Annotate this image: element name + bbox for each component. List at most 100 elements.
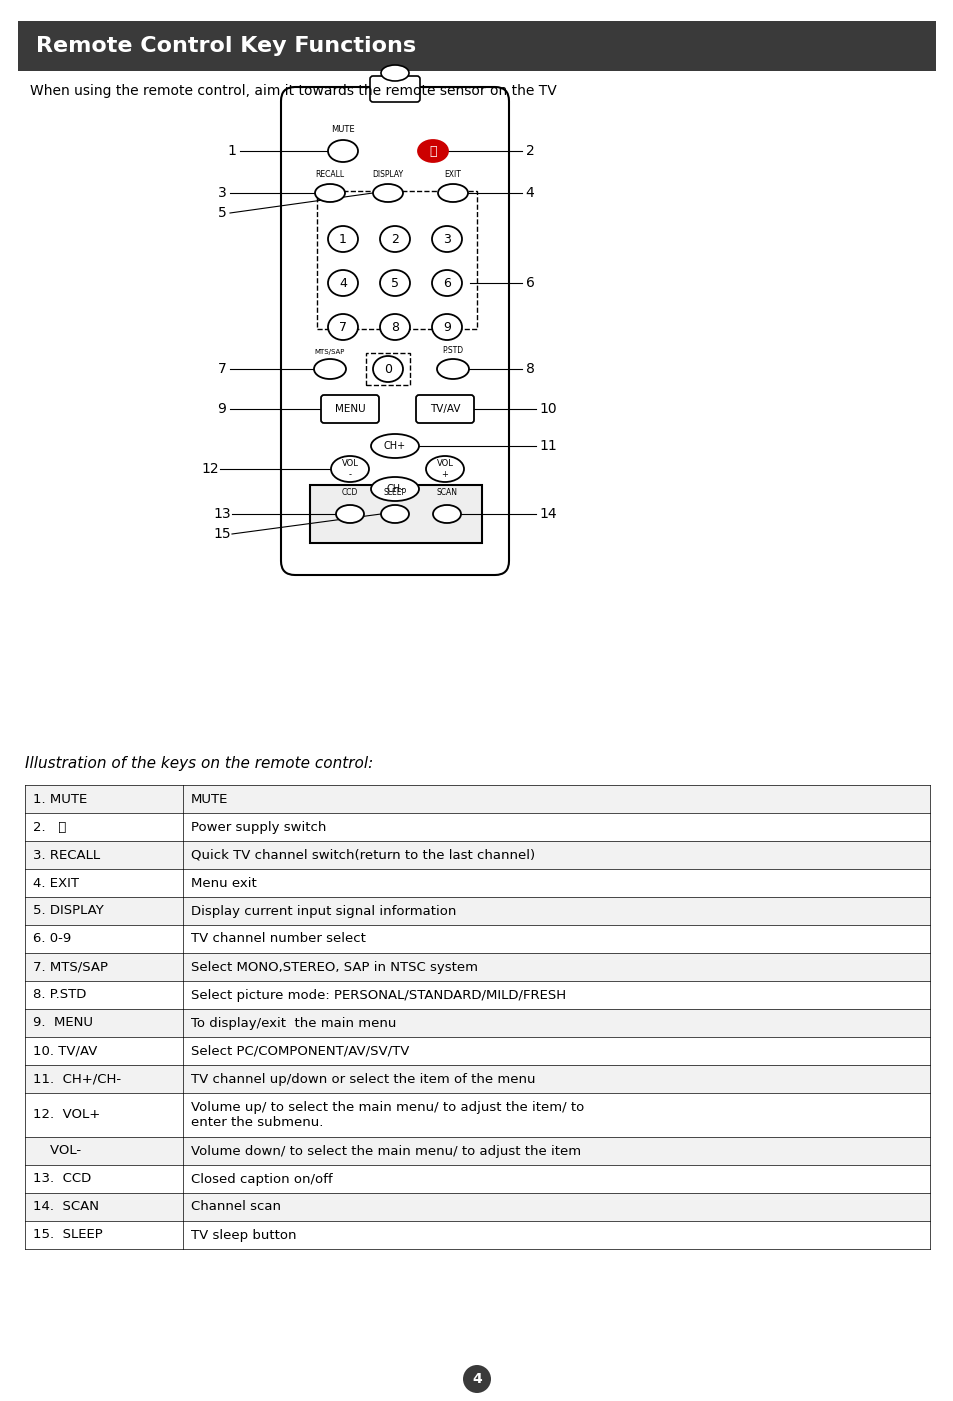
Text: To display/exit  the main menu: To display/exit the main menu (191, 1017, 395, 1030)
Text: 14.  SCAN: 14. SCAN (33, 1201, 99, 1213)
Text: DISPLAY: DISPLAY (372, 170, 403, 179)
Text: 12.  VOL+: 12. VOL+ (33, 1108, 100, 1121)
Text: 2: 2 (525, 144, 534, 158)
Text: SCAN: SCAN (436, 488, 457, 497)
Text: Volume down/ to select the main menu/ to adjust the item: Volume down/ to select the main menu/ to… (191, 1145, 580, 1157)
Text: 3. RECALL: 3. RECALL (33, 849, 100, 862)
Text: 1: 1 (338, 233, 347, 245)
Text: When using the remote control, aim it towards the remote sensor on the TV: When using the remote control, aim it to… (30, 84, 557, 98)
Bar (25, 1138, 929, 1166)
Text: TV channel up/down or select the item of the menu: TV channel up/down or select the item of… (191, 1073, 535, 1086)
Ellipse shape (426, 455, 463, 482)
Bar (25, 785, 929, 813)
Text: 8. P.STD: 8. P.STD (33, 989, 87, 1002)
Text: Select picture mode: PERSONAL/STANDARD/MILD/FRESH: Select picture mode: PERSONAL/STANDARD/M… (191, 989, 565, 1002)
Bar (25, 981, 929, 1009)
FancyBboxPatch shape (310, 485, 481, 544)
Text: 2.   ⏻: 2. ⏻ (33, 821, 67, 834)
Text: Menu exit: Menu exit (191, 877, 256, 890)
Text: 4: 4 (525, 186, 534, 200)
Text: 5. DISPLAY: 5. DISPLAY (33, 905, 104, 918)
Bar (25, 813, 929, 841)
Text: Channel scan: Channel scan (191, 1201, 281, 1213)
Ellipse shape (379, 314, 410, 340)
Text: CH+: CH+ (383, 441, 406, 451)
Text: 7: 7 (217, 361, 226, 375)
Text: Remote Control Key Functions: Remote Control Key Functions (36, 36, 416, 56)
Text: 10. TV/AV: 10. TV/AV (33, 1045, 97, 1058)
Bar (25, 953, 929, 981)
Bar (25, 897, 929, 925)
Ellipse shape (380, 504, 409, 523)
Text: 4: 4 (472, 1372, 481, 1386)
Text: 6: 6 (442, 276, 451, 290)
Text: TV sleep button: TV sleep button (191, 1229, 296, 1241)
Text: 7: 7 (338, 321, 347, 333)
Text: 9.  MENU: 9. MENU (33, 1017, 92, 1030)
Text: 5: 5 (217, 206, 226, 220)
Ellipse shape (432, 226, 461, 252)
Text: 6: 6 (525, 276, 534, 290)
Text: 8: 8 (391, 321, 398, 333)
Text: 11.  CH+/CH-: 11. CH+/CH- (33, 1073, 121, 1086)
FancyBboxPatch shape (320, 395, 378, 423)
Text: 1: 1 (228, 144, 236, 158)
Text: Closed caption on/off: Closed caption on/off (191, 1173, 333, 1185)
Bar (25, 1037, 929, 1065)
Text: P.STD: P.STD (442, 346, 463, 354)
Text: 14: 14 (538, 507, 557, 521)
Ellipse shape (314, 184, 345, 202)
Text: MUTE: MUTE (331, 125, 355, 134)
Ellipse shape (432, 314, 461, 340)
Ellipse shape (328, 140, 357, 163)
Bar (25, 869, 929, 897)
Text: CH-: CH- (386, 483, 403, 495)
Text: 0: 0 (384, 363, 392, 375)
Ellipse shape (328, 270, 357, 296)
FancyBboxPatch shape (370, 76, 419, 102)
Ellipse shape (436, 359, 469, 380)
Ellipse shape (371, 476, 418, 502)
Text: Display current input signal information: Display current input signal information (191, 905, 456, 918)
Ellipse shape (328, 226, 357, 252)
Text: Quick TV channel switch(return to the last channel): Quick TV channel switch(return to the la… (191, 849, 535, 862)
FancyBboxPatch shape (18, 21, 935, 71)
Text: 11: 11 (538, 439, 557, 453)
Bar (25, 925, 929, 953)
Ellipse shape (379, 226, 410, 252)
Text: CCD: CCD (341, 488, 357, 497)
Ellipse shape (379, 270, 410, 296)
Text: 15: 15 (213, 527, 231, 541)
Circle shape (462, 1365, 491, 1393)
Text: 13: 13 (213, 507, 231, 521)
Ellipse shape (371, 434, 418, 458)
Text: TV channel number select: TV channel number select (191, 933, 366, 946)
Ellipse shape (314, 359, 346, 380)
Ellipse shape (373, 356, 402, 382)
Text: 12: 12 (201, 462, 218, 476)
Text: 2: 2 (391, 233, 398, 245)
Text: EXIT: EXIT (444, 170, 461, 179)
Ellipse shape (432, 270, 461, 296)
Text: 13.  CCD: 13. CCD (33, 1173, 91, 1185)
Ellipse shape (380, 64, 409, 81)
Text: 9: 9 (442, 321, 451, 333)
Ellipse shape (335, 504, 364, 523)
Text: VOL
+: VOL + (436, 460, 453, 479)
Text: SLEEP: SLEEP (383, 488, 406, 497)
Text: TV/AV: TV/AV (429, 403, 459, 415)
Text: Select MONO,STEREO, SAP in NTSC system: Select MONO,STEREO, SAP in NTSC system (191, 961, 477, 974)
Text: 3: 3 (217, 186, 226, 200)
Text: Power supply switch: Power supply switch (191, 821, 326, 834)
Text: ⏻: ⏻ (429, 144, 436, 157)
Text: Select PC/COMPONENT/AV/SV/TV: Select PC/COMPONENT/AV/SV/TV (191, 1045, 409, 1058)
Ellipse shape (328, 314, 357, 340)
Text: Illustration of the keys on the remote control:: Illustration of the keys on the remote c… (25, 755, 373, 771)
Bar (25, 1065, 929, 1093)
Text: MUTE: MUTE (191, 793, 228, 806)
Text: VOL
-: VOL - (341, 460, 358, 479)
Ellipse shape (331, 455, 369, 482)
Bar (25, 1166, 929, 1194)
Text: 7. MTS/SAP: 7. MTS/SAP (33, 961, 108, 974)
Text: VOL-: VOL- (33, 1145, 81, 1157)
